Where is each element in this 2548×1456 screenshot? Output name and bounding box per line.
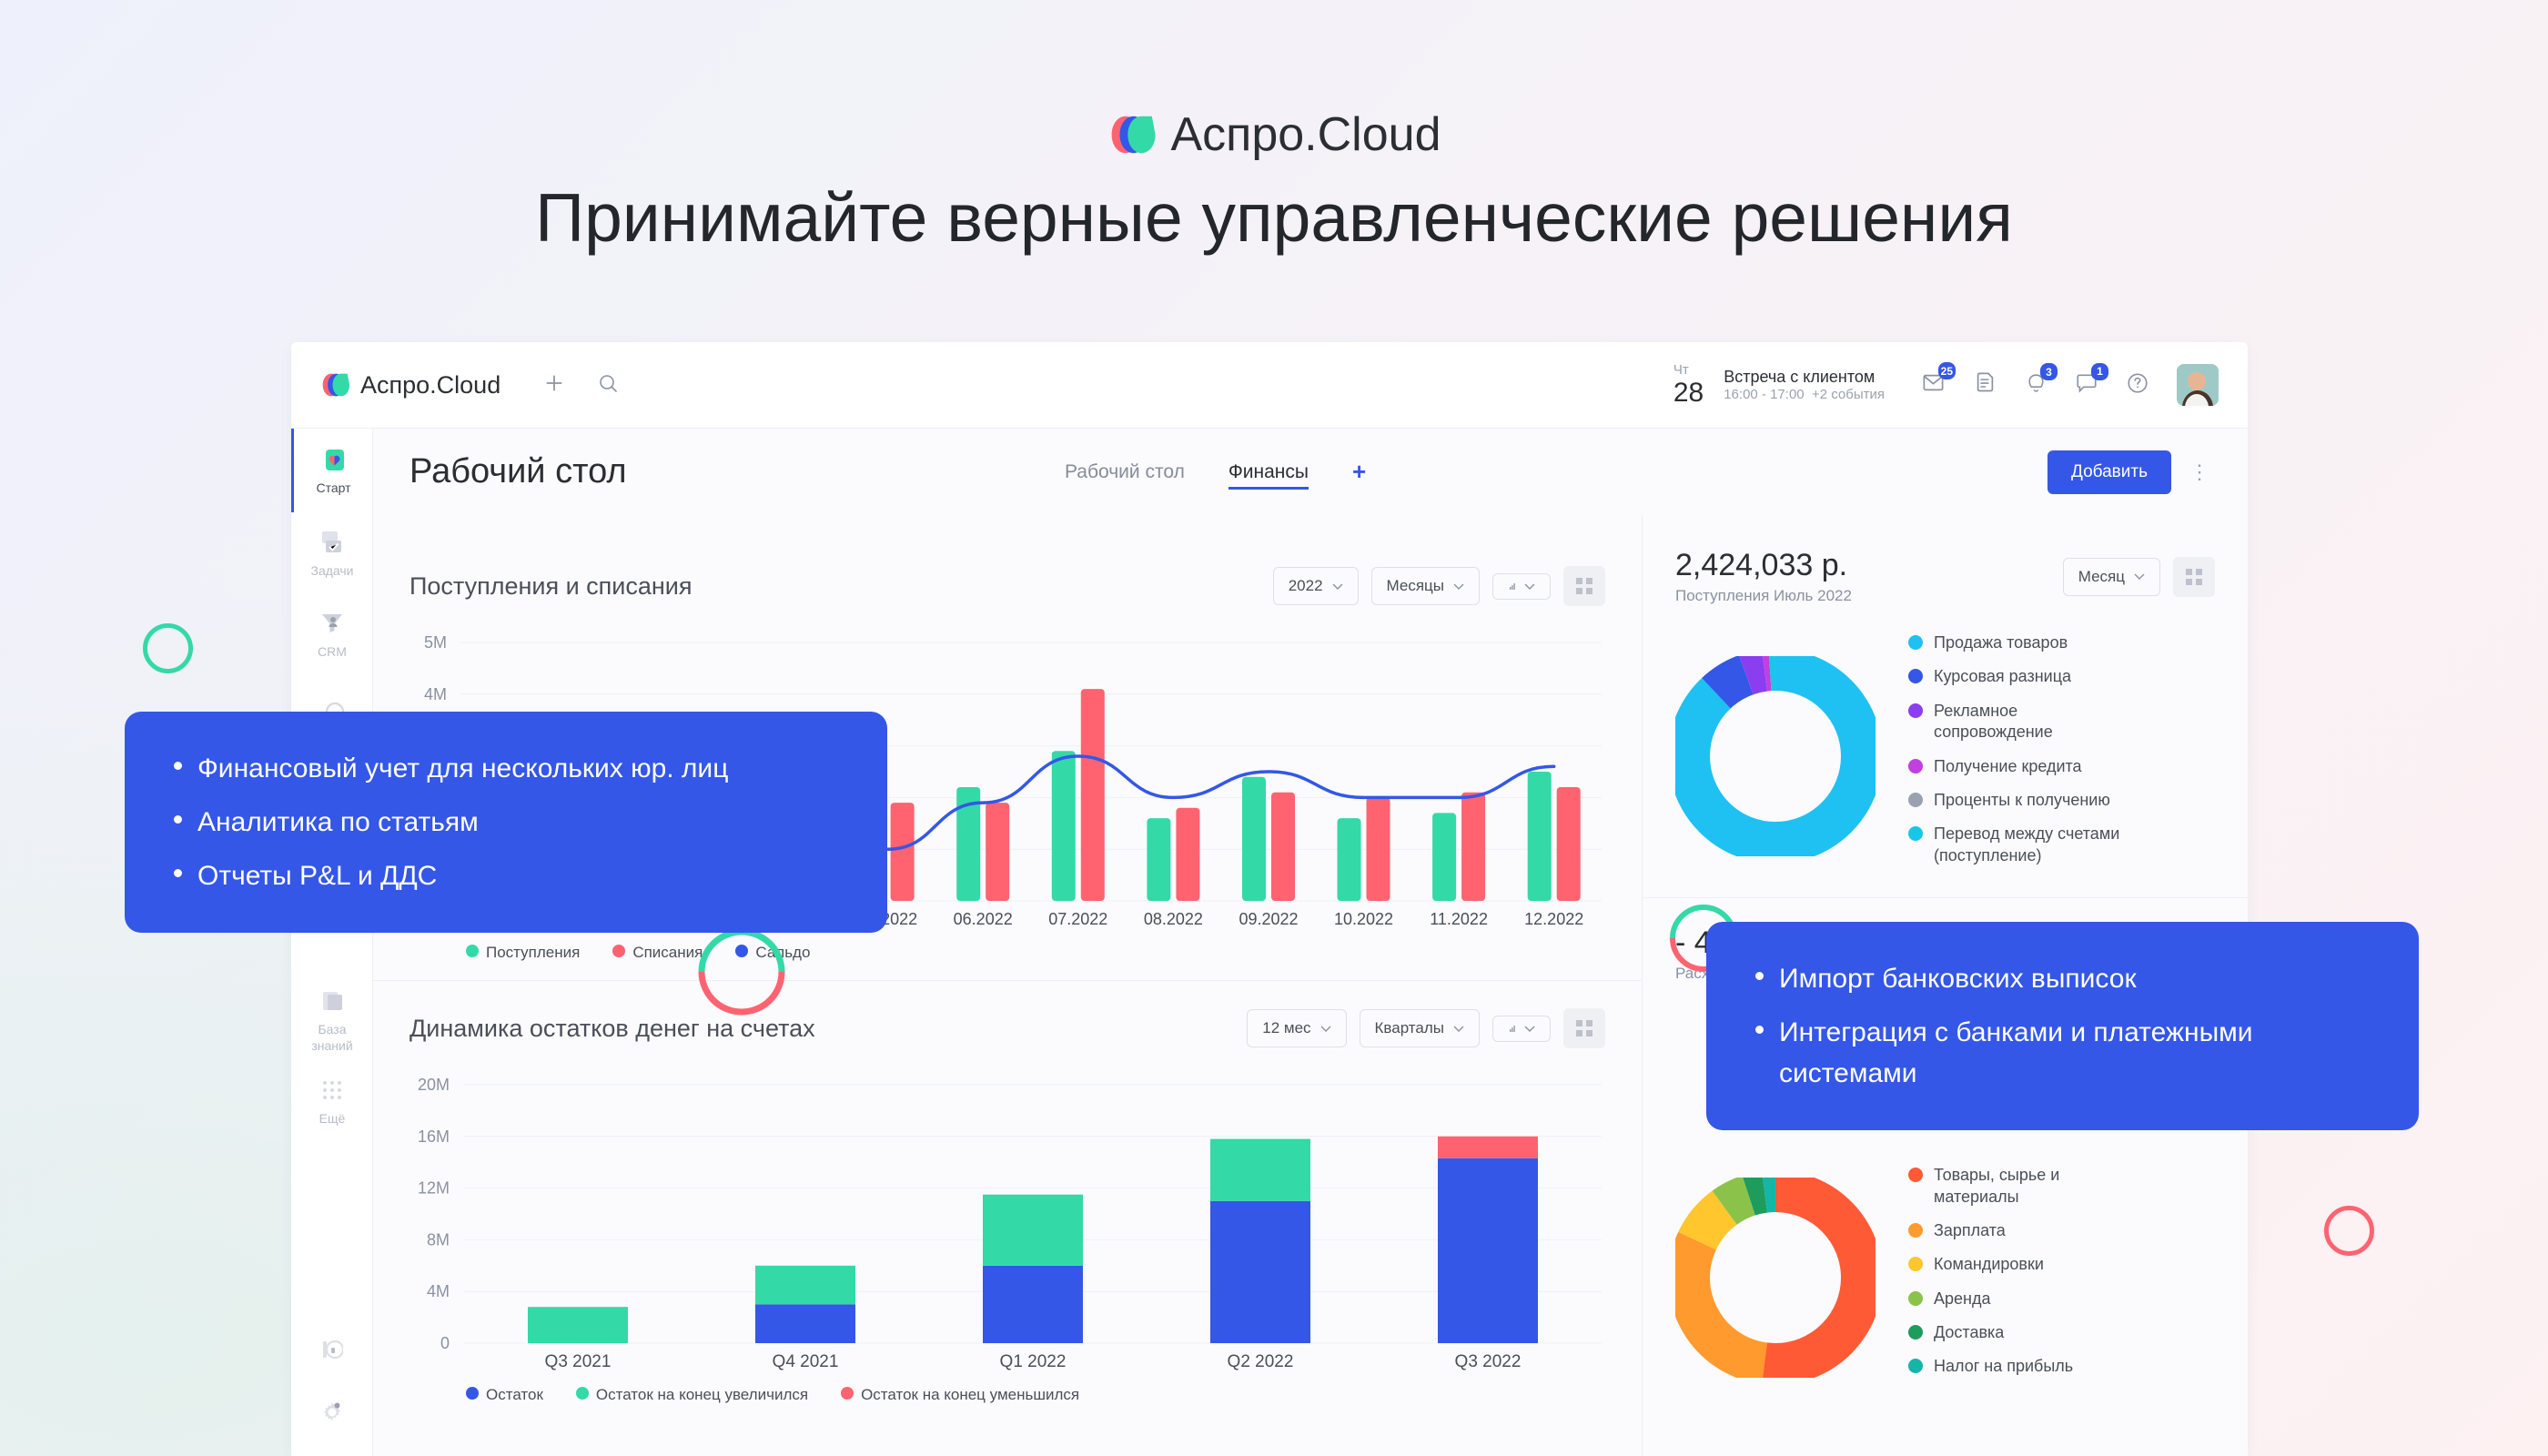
svg-text:20M: 20M: [418, 1076, 450, 1094]
svg-text:16M: 16M: [418, 1127, 450, 1146]
svg-text:4M: 4M: [424, 685, 447, 703]
svg-text:12M: 12M: [418, 1179, 450, 1198]
svg-text:06.2022: 06.2022: [954, 910, 1013, 928]
svg-text:07.2022: 07.2022: [1048, 910, 1107, 928]
svg-text:10.2022: 10.2022: [1334, 910, 1393, 928]
svg-text:12.2022: 12.2022: [1524, 910, 1583, 928]
svg-text:0: 0: [440, 1334, 450, 1352]
svg-text:Q1 2022: Q1 2022: [1000, 1352, 1067, 1371]
svg-text:Q2 2022: Q2 2022: [1228, 1352, 1294, 1371]
svg-text:8M: 8M: [427, 1230, 450, 1249]
svg-text:Q3 2021: Q3 2021: [545, 1352, 612, 1371]
svg-text:09.2022: 09.2022: [1239, 910, 1298, 928]
svg-text:5M: 5M: [424, 633, 447, 652]
svg-text:Q4 2021: Q4 2021: [773, 1352, 839, 1371]
svg-text:11.2022: 11.2022: [1430, 910, 1488, 928]
svg-text:4M: 4M: [427, 1282, 450, 1300]
svg-text:Q3 2022: Q3 2022: [1455, 1352, 1522, 1371]
svg-text:08.2022: 08.2022: [1144, 910, 1203, 928]
